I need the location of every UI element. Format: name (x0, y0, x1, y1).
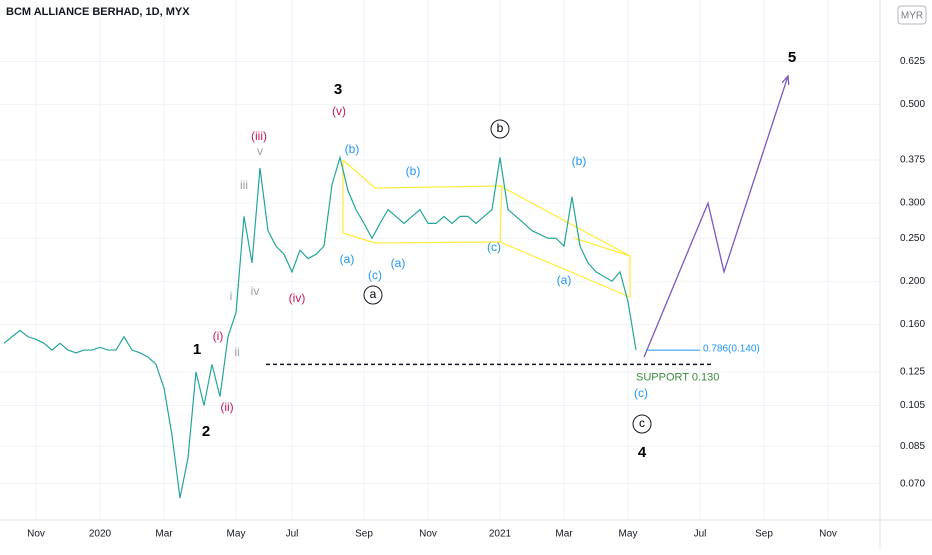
wave-label: (a) (391, 256, 406, 270)
x-tick-label: Nov (27, 529, 45, 540)
wave-label: i (230, 289, 233, 303)
wave-label: 1 (193, 341, 201, 358)
x-tick-label: 2021 (489, 529, 512, 540)
currency-box (897, 5, 927, 25)
y-tick-label: 0.070 (900, 478, 925, 489)
wave-label: (v) (332, 104, 346, 118)
wave-label: (i) (213, 329, 224, 343)
wave-label: (b) (406, 164, 421, 178)
projection-line (643, 75, 789, 358)
wave-label: 3 (334, 81, 342, 98)
wave-label: c (639, 416, 645, 430)
x-tick-label: Nov (819, 529, 837, 540)
y-tick-label: 0.105 (900, 400, 925, 411)
wave-label: v (257, 144, 263, 158)
x-tick-label: 2020 (89, 529, 112, 540)
x-tick-label: Nov (419, 529, 437, 540)
y-tick-label: 0.250 (900, 233, 925, 244)
x-tick-label: Mar (555, 529, 573, 540)
price-line (3, 155, 637, 499)
wave-label: (a) (557, 273, 572, 287)
wave-label: (c) (368, 268, 382, 282)
y-tick-label: 0.125 (900, 367, 925, 378)
wave-circle (632, 414, 652, 434)
wave-label: (ii) (220, 400, 233, 414)
wave-label: 5 (788, 49, 796, 66)
x-tick-label: Jul (286, 529, 299, 540)
wave-label: b (497, 121, 504, 135)
support-label: SUPPORT 0.130 (636, 371, 719, 383)
wave-label: 2 (202, 423, 210, 440)
wave-label: (b) (345, 142, 360, 156)
wave-label: (b) (572, 154, 587, 168)
x-tick-label: May (227, 529, 246, 540)
channels (342, 159, 631, 298)
grid (0, 0, 880, 520)
x-tick-label: Sep (755, 529, 773, 540)
wave-label: (c) (634, 386, 648, 400)
wave-circle (490, 119, 510, 139)
y-tick-label: 0.375 (900, 155, 925, 166)
y-tick-label: 0.625 (900, 56, 925, 67)
wave-circle (363, 285, 383, 305)
x-tick-label: May (619, 529, 638, 540)
fib-label: 0.786(0.140) (703, 344, 760, 355)
wave-label: iv (251, 284, 260, 298)
wave-label: ii (234, 345, 239, 359)
chart-title: BCM ALLIANCE BERHAD, 1D, MYX (6, 6, 190, 18)
wave-label: (iv) (289, 291, 306, 305)
y-tick-label: 0.085 (900, 441, 925, 452)
plot (3, 74, 790, 499)
y-tick-label: 0.200 (900, 276, 925, 287)
x-tick-label: Sep (355, 529, 373, 540)
x-tick-label: Jul (694, 529, 707, 540)
currency: MYR (901, 11, 923, 22)
x-tick-label: Mar (155, 529, 173, 540)
wave-label: a (370, 287, 377, 301)
wave-label: (iii) (251, 129, 267, 143)
wave-label: 4 (638, 444, 647, 461)
wave-label: (a) (340, 252, 355, 266)
wave-label: iii (240, 178, 248, 192)
projection-arrowhead (781, 74, 790, 85)
wave-label: (c) (487, 240, 501, 254)
y-tick-label: 0.160 (900, 319, 925, 330)
y-tick-label: 0.500 (900, 99, 925, 110)
y-tick-label: 0.300 (900, 198, 925, 209)
